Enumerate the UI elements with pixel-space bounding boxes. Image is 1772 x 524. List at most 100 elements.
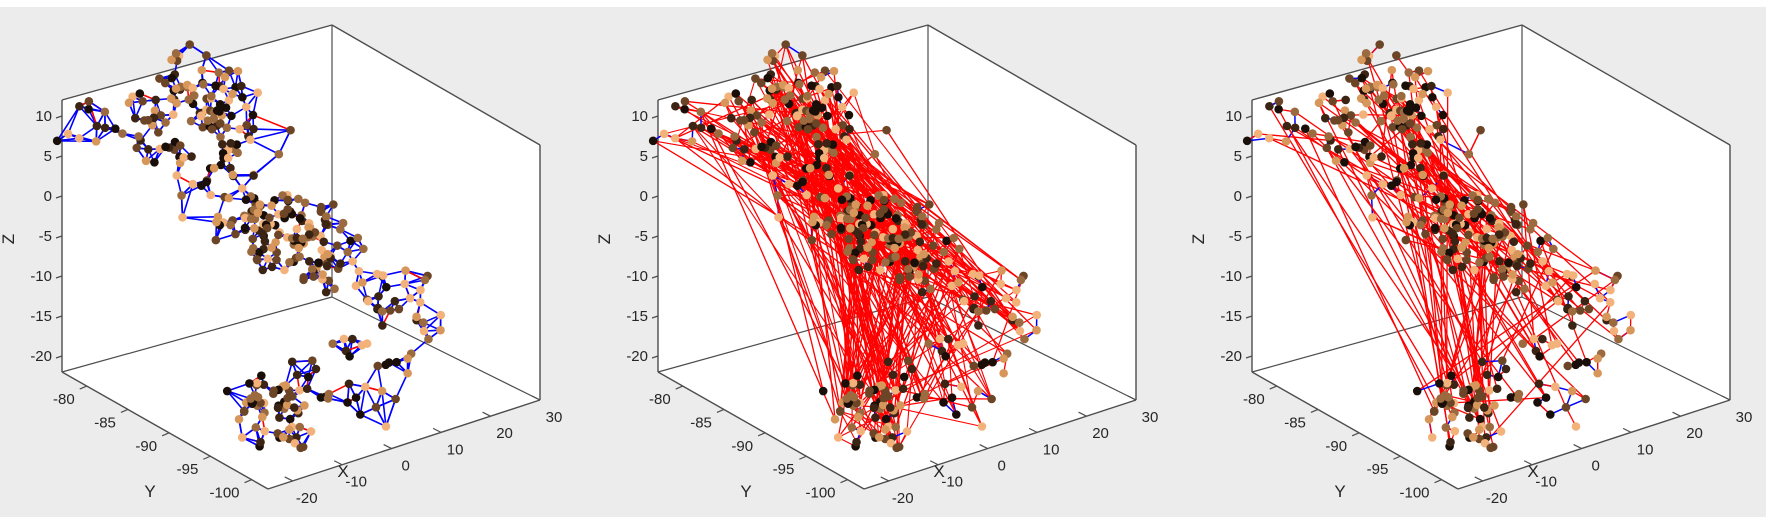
node-point — [977, 422, 987, 431]
node-point — [215, 119, 225, 128]
node-point — [781, 40, 791, 49]
node-point — [833, 81, 842, 91]
node-point — [842, 214, 852, 224]
node-point — [171, 48, 181, 58]
node-point — [888, 370, 898, 380]
node-point — [390, 296, 400, 306]
node-point — [812, 160, 822, 170]
x-tick-label: 0 — [1591, 458, 1599, 475]
node-point — [859, 254, 869, 264]
node-point — [746, 158, 755, 167]
node-point — [900, 257, 910, 266]
node-point — [296, 443, 305, 453]
node-point — [1571, 422, 1581, 431]
node-point — [648, 136, 658, 146]
node-point — [332, 241, 342, 250]
node-point — [1450, 426, 1460, 436]
node-point — [346, 236, 355, 246]
node-point — [186, 116, 196, 126]
node-point — [881, 414, 891, 424]
node-point — [300, 401, 309, 410]
node-point — [1424, 414, 1434, 424]
node-point — [1417, 111, 1426, 121]
node-point — [1470, 265, 1479, 275]
node-point — [747, 95, 756, 105]
node-point — [403, 354, 412, 363]
node-point — [1475, 414, 1485, 424]
node-point — [981, 306, 991, 315]
node-point — [803, 124, 813, 134]
node-point — [1441, 423, 1451, 432]
node-point — [1437, 247, 1446, 257]
node-point — [1282, 121, 1292, 131]
node-point — [875, 209, 885, 218]
node-point — [197, 65, 207, 75]
node-point — [904, 356, 913, 366]
node-point — [917, 212, 927, 221]
x-tick-label: 20 — [496, 425, 513, 442]
node-point — [1494, 257, 1504, 266]
node-point — [1494, 223, 1503, 232]
node-point — [739, 145, 749, 154]
node-point — [1568, 271, 1578, 280]
node-point — [1518, 339, 1528, 349]
node-point — [842, 394, 851, 403]
node-point — [999, 354, 1008, 363]
node-point — [1509, 237, 1519, 247]
node-point — [1504, 258, 1513, 267]
node-point — [241, 195, 251, 205]
node-point — [1340, 106, 1350, 115]
node-point — [1486, 443, 1495, 453]
node-point — [110, 124, 120, 133]
node-point — [762, 94, 772, 103]
x-tick-label: 30 — [546, 409, 563, 426]
z-tick-label: 0 — [1234, 188, 1242, 205]
node-point — [292, 224, 302, 234]
node-point — [757, 118, 766, 127]
node-point — [974, 271, 984, 280]
node-point — [1534, 379, 1544, 389]
node-point — [258, 229, 268, 239]
node-point — [1563, 361, 1573, 371]
node-point — [928, 241, 938, 250]
node-point — [829, 148, 838, 158]
node-point — [899, 372, 909, 382]
node-point — [189, 91, 199, 100]
node-point — [1479, 403, 1489, 412]
node-point — [259, 380, 269, 389]
node-point — [820, 193, 830, 203]
node-point — [338, 218, 348, 228]
node-point — [172, 171, 182, 180]
node-point — [118, 129, 127, 138]
node-point — [381, 282, 391, 292]
node-point — [724, 92, 733, 101]
node-point — [1535, 352, 1544, 361]
node-point — [307, 264, 317, 274]
z-tick-label: -5 — [635, 228, 648, 245]
node-point — [1416, 163, 1425, 173]
node-point — [415, 297, 425, 307]
node-point — [206, 190, 215, 200]
node-point — [246, 394, 255, 403]
node-point — [211, 235, 221, 245]
node-point — [1369, 153, 1379, 162]
node-point — [1506, 202, 1516, 212]
node-point — [879, 195, 889, 205]
node-point — [751, 74, 760, 83]
node-point — [1430, 223, 1440, 233]
node-point — [1314, 98, 1324, 108]
node-point — [917, 287, 927, 297]
node-point — [973, 307, 983, 316]
z-tick-label: 5 — [1234, 148, 1242, 165]
node-point — [912, 393, 922, 402]
node-point — [997, 266, 1006, 275]
node-point — [1513, 249, 1523, 259]
node-point — [1436, 394, 1445, 403]
node-point — [248, 234, 258, 244]
node-point — [273, 403, 283, 413]
node-point — [248, 110, 258, 120]
node-point — [260, 237, 270, 246]
node-point — [696, 123, 706, 133]
node-point — [824, 89, 833, 99]
node-point — [134, 132, 143, 141]
